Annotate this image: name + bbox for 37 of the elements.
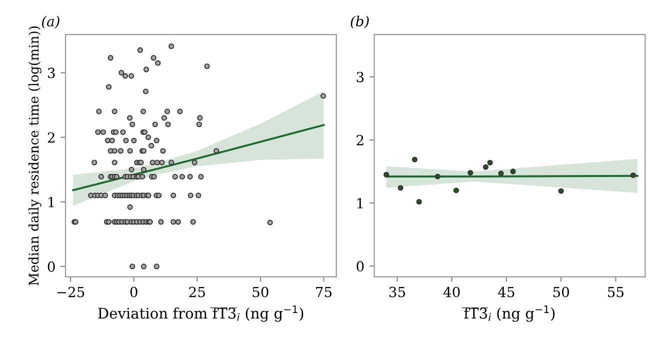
x-axis-title: f̅T̅3̅$_{i}$ (ng g$^{−1}$) — [462, 306, 555, 322]
point — [416, 198, 422, 205]
point — [630, 172, 636, 178]
x-tick-label: 40 — [443, 286, 460, 298]
x-tick-label: 0 — [130, 286, 138, 298]
point — [468, 170, 474, 176]
point — [398, 185, 404, 191]
y-tick-label: 1 — [48, 196, 54, 208]
line-series — [72, 124, 325, 192]
point — [412, 156, 418, 162]
y-tick-label: 3 — [356, 72, 364, 82]
x-tick-label: 45 — [498, 286, 514, 298]
chart-title: (a) — [42, 16, 60, 28]
y-tick-label: 0 — [356, 261, 364, 272]
x-tick-label: 25 — [189, 286, 205, 298]
x-tick-label: 75 — [316, 286, 332, 298]
point — [384, 172, 390, 178]
y-tick-label: 3 — [48, 68, 55, 78]
point — [498, 170, 504, 176]
point — [434, 174, 440, 180]
y-tick-label: 1 — [357, 198, 363, 208]
x-tick-label: 50 — [553, 286, 569, 298]
x-tick-label: −25 — [57, 286, 84, 298]
x-tick-label: 35 — [389, 286, 405, 298]
point — [482, 164, 488, 170]
point — [558, 188, 564, 194]
y-tick-label: 0 — [48, 261, 55, 272]
y-axis-title: Median daily residence time (log(min)) — [28, 26, 42, 286]
point — [453, 188, 460, 194]
x-tick-label: 50 — [252, 286, 268, 298]
x-tick-label: 55 — [608, 286, 624, 298]
chart-title: (b) — [350, 16, 369, 28]
y-tick-label: 2 — [48, 132, 54, 143]
y-tick-label: 2 — [356, 134, 364, 146]
x-axis-title: Deviation from f̅T̅3̅$_{i}$ (ng g$^{−1}$) — [98, 306, 304, 322]
point — [487, 160, 493, 166]
point — [510, 168, 516, 174]
